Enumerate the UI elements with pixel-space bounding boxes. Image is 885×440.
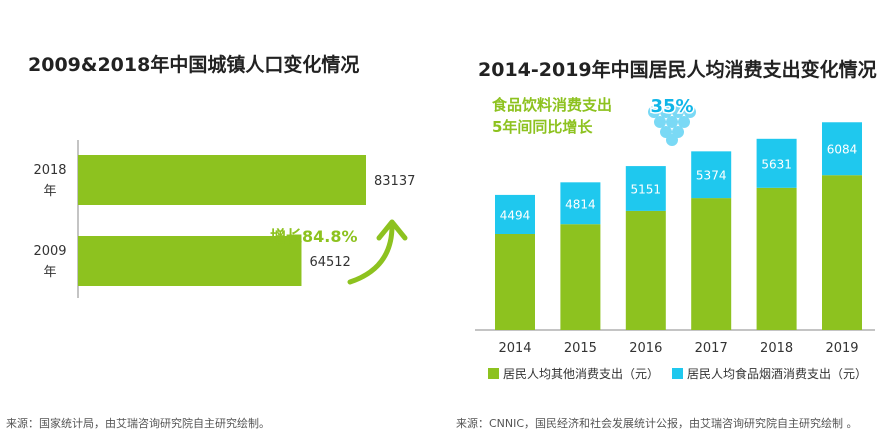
x-tick-label-2014: 2014 [498,341,531,356]
data-label-2018: 5631 [761,157,792,171]
bar-food-2014 [495,194,535,234]
right-stacked-bar-chart: 4494 2014 4814 2015 5151 2016 5374 2017 5631 2018… [475,95,875,381]
callout-dot-3 [684,106,696,118]
callout-dot-4 [654,116,666,128]
growth-arrow-head [376,219,408,241]
callout-dot-0 [648,106,660,118]
callout-line-2: 5年间同比增长 [492,118,593,136]
category-label-unit-2009: 年 [43,265,56,280]
bar-food-2017 [691,151,732,199]
x-tick-label-2016: 2016 [629,341,662,356]
bar-food-2015 [560,182,601,225]
category-label-year-2009: 2009 [33,244,66,259]
bar-2009 [78,236,302,286]
bar-other-2018 [756,187,797,330]
x-tick-label-2018: 2018 [760,341,793,356]
data-label-2017: 5374 [696,169,727,183]
callout-line-1: 食品饮料消费支出 [492,96,612,114]
bar-food-2016 [625,166,666,211]
callout-dot-5 [666,116,678,128]
bar-other-2017 [691,198,732,330]
bar-food-2019 [822,122,862,176]
data-label-2015: 4814 [565,197,596,211]
callout-dot-1 [660,106,672,118]
right-chart-title: 2014-2019年中国居民人均消费支出变化情况 [478,59,877,81]
category-label-unit-2018: 年 [43,184,56,199]
x-tick-label-2015: 2015 [564,341,597,356]
bar-food-2018 [756,138,797,188]
bar-value-label-2018: 83137 [374,174,415,189]
bar-value-label-2009: 64512 [309,255,350,270]
x-tick-label-2017: 2017 [695,341,728,356]
legend-label-other: 居民人均其他消费支出（元） [503,367,659,381]
right-source-note: 来源：CNNIC，国民经济和社会发展统计公报，由艾瑞咨询研究院自主研究绘制 。 [456,417,858,430]
callout-dot-6 [678,116,690,128]
callout-dot-9 [666,134,678,146]
legend-label-food: 居民人均食品烟酒消费支出（元） [687,366,867,381]
data-label-2014: 4494 [500,208,531,222]
bar-other-2014 [495,234,535,330]
growth-annotation: 增长84.8% [270,227,358,246]
right-chart-panel: 2014-2019年中国居民人均消费支出变化情况 4494 2014 4814 201… [440,0,885,440]
growth-arrow-curve [347,223,395,285]
data-label-2016: 5151 [631,182,662,196]
bar-other-2016 [625,210,666,330]
legend-swatch-food [672,368,683,379]
legend-swatch-other [488,368,499,379]
category-label-year-2018: 2018 [33,163,66,178]
bar-2018 [78,155,366,205]
x-tick-label-2019: 2019 [825,341,858,356]
data-label-2019: 6084 [827,143,858,157]
bar-other-2019 [822,175,862,330]
bar-other-2015 [560,224,601,330]
callout-value: 35% [650,96,693,117]
left-chart-panel: 2009&2018年中国城镇人口变化情况 83137 2018 年 64512 2009… [0,0,440,440]
left-chart-title: 2009&2018年中国城镇人口变化情况 [28,54,360,76]
left-source-note: 来源：国家统计局，由艾瑞咨询研究院自主研究绘制。 [6,417,270,430]
callout-dot-2 [672,106,684,118]
